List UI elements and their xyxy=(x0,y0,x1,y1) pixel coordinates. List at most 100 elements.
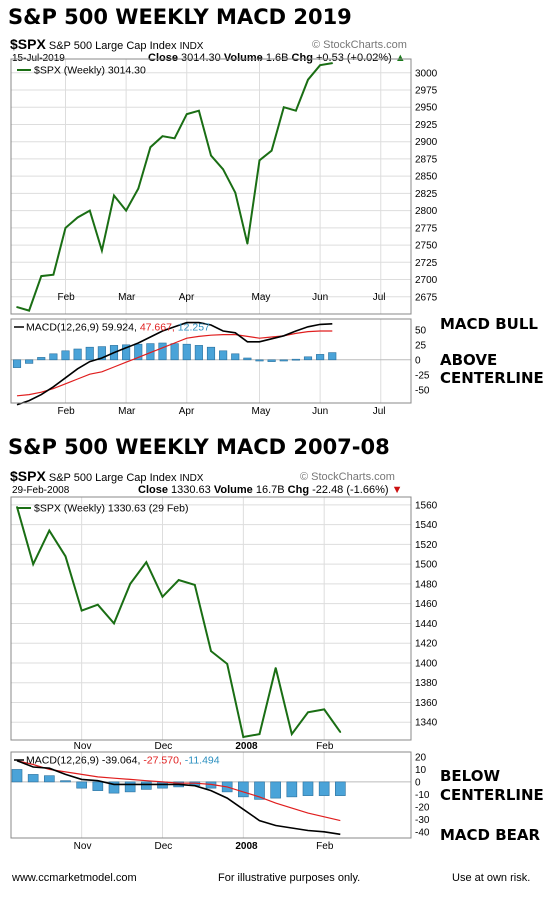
chart1-macd-ytick-label: -50 xyxy=(415,385,430,396)
chart2-side-label-centerline: CENTERLINE xyxy=(440,786,544,804)
chart1-side-label-above: ABOVE xyxy=(440,351,498,369)
chart2-ytick-label: 1560 xyxy=(415,500,438,511)
chart1-ytick-label: 2750 xyxy=(415,241,438,252)
chart2-price-point xyxy=(274,667,277,669)
chart1-hist-bar xyxy=(194,345,203,361)
chart2-price-point xyxy=(145,561,148,563)
chart2-quote: Close 1330.63 Volume 16.7B Chg -22.48 (-… xyxy=(138,484,403,496)
chart2-signal-line xyxy=(16,760,341,822)
chart1-hist-bar xyxy=(267,359,276,362)
chart2-hist-bar xyxy=(141,781,152,790)
chart2-hist-bar xyxy=(335,781,346,796)
chart1-macd-xtick-label: Mar xyxy=(118,406,136,417)
chart2-price-point xyxy=(32,563,34,565)
chart1-hist-bar xyxy=(25,359,34,364)
chart1-price-point xyxy=(282,106,285,109)
chart1-price-point xyxy=(149,146,152,149)
chart2-macd-ytick-label: 20 xyxy=(415,752,427,763)
chart1-price-point xyxy=(331,62,334,64)
chart1-price-point xyxy=(295,109,297,112)
chart2-price-point xyxy=(177,579,180,581)
chart2-price-point xyxy=(64,555,67,558)
chart1-ytick-label: 2850 xyxy=(415,172,438,183)
chart2-close-value: 1330.63 xyxy=(171,484,211,496)
chart1-hist-bar xyxy=(279,359,288,362)
chart2-hist-bar xyxy=(92,781,104,791)
chart1-price-point xyxy=(137,187,140,190)
chart1-price-point xyxy=(246,242,249,245)
chart1-ytick-label: 2700 xyxy=(415,275,438,286)
chart1-macd-ytick-label: -25 xyxy=(415,370,430,381)
chart2-ytick-label: 1540 xyxy=(415,520,438,531)
chart2-ytick-label: 1420 xyxy=(415,639,438,650)
chart2-volume-label: Volume xyxy=(213,484,253,496)
chart1-hist-bar xyxy=(122,344,131,361)
chart1-chg-label: Chg xyxy=(291,52,313,64)
chart2-price-point xyxy=(242,736,245,738)
chart2-price-point xyxy=(129,583,131,585)
chart2-symbol: $SPX xyxy=(10,468,46,484)
chart2-ytick-label: 1500 xyxy=(415,560,438,571)
chart1-price-point xyxy=(88,209,91,212)
chart1-price-point xyxy=(173,137,176,140)
chart2-hist-bar xyxy=(44,775,55,783)
chart2-xtick-label: Nov xyxy=(74,741,92,752)
chart2-macd-ytick-label: -10 xyxy=(415,790,430,801)
chart1-hist-bar xyxy=(255,359,264,362)
chart1-volume-value: 1.6B xyxy=(265,52,289,64)
chart2-price-point xyxy=(97,603,99,606)
chart2-macd-legend-hist: -11.494 xyxy=(185,755,220,767)
chart1-ytick-label: 2775 xyxy=(415,223,438,234)
chart1-price-point xyxy=(270,149,273,152)
chart1-xtick-label: Mar xyxy=(118,292,136,303)
chart2-exchange: INDX xyxy=(179,473,204,484)
chart1-hist-bar xyxy=(328,352,337,361)
chart1-price-point xyxy=(101,249,103,252)
chart2-price-point xyxy=(258,733,261,735)
chart2-macd-xtick-label: Nov xyxy=(74,841,92,852)
chart2-price-point xyxy=(226,663,228,665)
chart2-macd-ytick-label: 0 xyxy=(415,777,421,788)
chart1-hist-bar xyxy=(316,354,325,361)
chart1-hist-bar xyxy=(158,342,167,361)
chart1-xtick-label: Jun xyxy=(312,292,328,303)
chart2-hist-bar xyxy=(302,781,314,796)
chart2-hist-bar xyxy=(27,774,39,783)
chart2-header-line2: 29-Feb-2008 xyxy=(12,484,69,496)
chart1-price-point xyxy=(64,227,67,229)
chart1-hist-bar xyxy=(219,350,228,361)
chart2-ytick-label: 1440 xyxy=(415,619,438,630)
chart1-ytick-label: 2875 xyxy=(415,154,438,165)
chart2-macd-legend-signal: -27.570, xyxy=(143,755,184,767)
chart1-macd-xtick-label: May xyxy=(252,406,271,417)
chart1-hist-bar xyxy=(134,343,143,361)
chart1-xtick-label: Jul xyxy=(373,292,386,303)
chart1-price-point xyxy=(222,168,224,171)
chart2-price-point xyxy=(161,595,164,598)
chart2-macd-ytick-label: -40 xyxy=(415,827,430,838)
chart1-side-label-centerline: CENTERLINE xyxy=(440,369,544,387)
chart2-xtick-label: Dec xyxy=(155,741,173,752)
chart2-xtick-label: Feb xyxy=(316,741,334,752)
chart2-macd-ytick-label: -20 xyxy=(415,802,430,813)
chart2-hist-bar xyxy=(108,781,120,794)
chart1-price-point xyxy=(161,135,164,137)
chart2-date: 29-Feb-2008 xyxy=(12,485,70,496)
chart2-side-label-below: BELOW xyxy=(440,767,500,785)
chart2-legend-label: $SPX (Weekly) 1330.63 (29 Feb) xyxy=(34,503,188,515)
chart1-macd-legend-hist: 12.257 xyxy=(178,322,210,334)
chart1-hist-bar xyxy=(37,357,46,361)
chart1-chg-value: +0.53 (+0.02%) xyxy=(316,52,392,64)
chart2-price-point xyxy=(48,529,51,532)
chart1-close-label: Close xyxy=(148,52,178,64)
chart2-hist-bar xyxy=(286,781,298,798)
chart2-macd-legend-macd: -39.064, xyxy=(102,755,143,767)
chart1-hist-bar xyxy=(231,353,240,361)
footer-risk: Use at own risk. xyxy=(452,872,531,884)
chart1-price-point xyxy=(198,109,200,112)
chart1-xtick-label: Apr xyxy=(179,292,195,303)
chart1-hist-bar xyxy=(291,358,300,361)
chart2-macd-xtick-label: Feb xyxy=(316,841,334,852)
chart1-hist-bar xyxy=(85,346,94,361)
